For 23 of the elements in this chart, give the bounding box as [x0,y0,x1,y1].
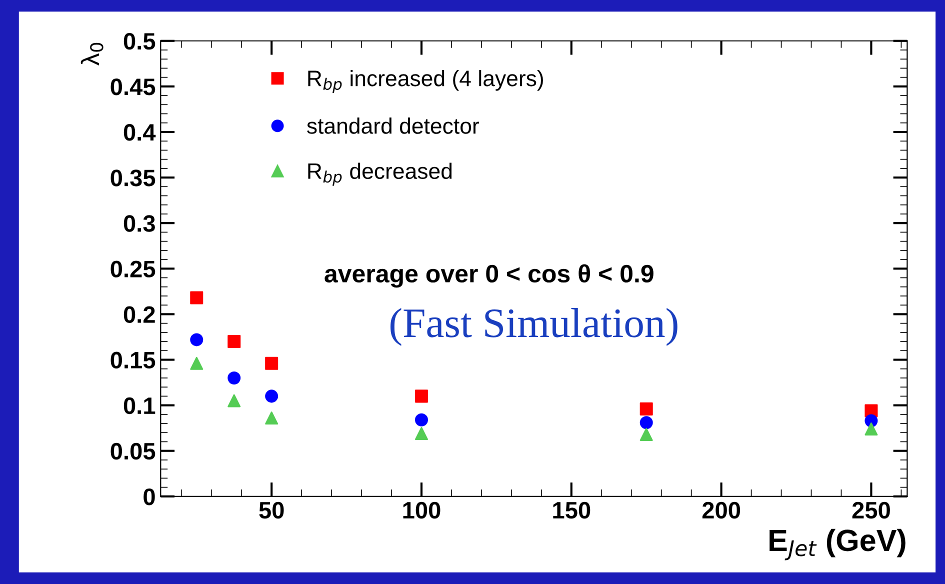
y-tick-label: 0.45 [110,78,156,96]
y-tick-label: 0.35 [110,170,156,186]
y-tick-label: 0.05 [110,442,156,460]
y-tick-label: 0 [144,488,155,506]
x-axis-title: E$_{Jet}$ (GeV) [770,528,906,560]
x-tick-label: 100 [403,502,440,519]
legend-label: R$_{bp}$ decreased [308,162,452,186]
y-tick-label: 0.1 [124,397,156,414]
annotation: average over 0 < cos θ < 0.9 [324,264,654,288]
annotation: (Fast Simulation) [390,308,678,346]
y-tick-label: 0.4 [124,124,156,141]
y-tick-label: 0.15 [110,352,156,369]
y-tick-label: 0.2 [124,306,155,323]
y-tick-label: 0.5 [124,32,156,50]
x-tick-label: 250 [852,502,890,519]
y-axis-title: λ$_{0}$ [80,42,104,66]
x-tick-label: 200 [702,502,740,519]
x-tick-label: 150 [553,502,590,519]
x-tick-label: 50 [259,502,284,519]
y-tick-label: 0.3 [124,215,155,232]
legend-label: standard detector [307,118,479,134]
legend-label: R$_{bp}$ increased (4 layers) [308,70,543,93]
y-tick-label: 0.25 [110,260,156,278]
